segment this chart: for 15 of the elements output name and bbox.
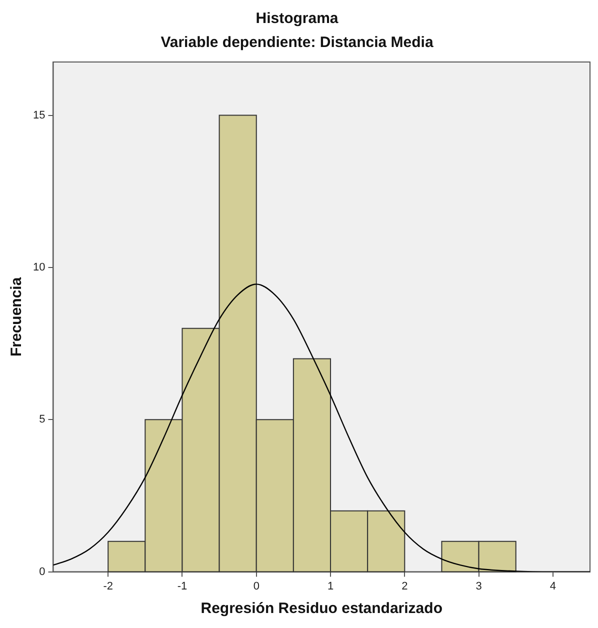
y-axis-title: Frecuencia	[8, 276, 26, 357]
x-tick-label: 1	[327, 580, 334, 592]
chart-subtitle: Variable dependiente: Distancia Media	[160, 34, 434, 52]
x-tick-label: 2	[402, 580, 408, 592]
x-tick-label: 0	[253, 580, 260, 592]
y-tick-label: 15	[32, 109, 46, 122]
x-tick-label: -1	[177, 580, 188, 592]
x-tick-label: 3	[476, 580, 482, 592]
x-tick-label: -2	[103, 580, 113, 592]
y-tick-label: 10	[32, 261, 46, 274]
chart-title: Histograma	[256, 10, 339, 28]
x-axis-title: Regresión Residuo estandarizado	[200, 600, 442, 618]
x-tick-label: 4	[550, 580, 556, 592]
y-tick-label: 0	[39, 566, 46, 578]
y-tick-label: 5	[39, 414, 46, 426]
